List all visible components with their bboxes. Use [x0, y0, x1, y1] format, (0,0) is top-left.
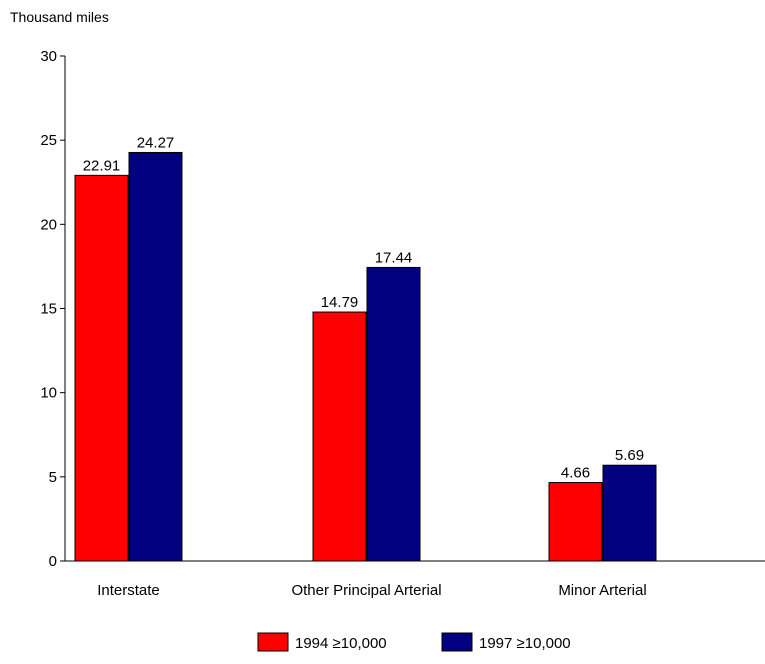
- y-tick-label: 0: [49, 553, 57, 570]
- axes: 0 5 10 15 20 25 30 Interstate Other Principal Ar…: [40, 48, 765, 599]
- legend-label-0: 1994 ≥10,000: [295, 635, 387, 652]
- bar-2-0: [548, 482, 603, 562]
- data-label-2-1: 5.69: [615, 447, 644, 464]
- data-labels: 22.91 24.27 14.79 17.44 4.66 5.69: [83, 134, 644, 481]
- data-label-1-1: 17.44: [375, 249, 413, 266]
- data-label-0-1: 24.27: [137, 134, 175, 151]
- y-tick-label: 5: [49, 469, 57, 486]
- category-label-1: Other Principal Arterial: [291, 582, 441, 599]
- bar-1-0: [312, 311, 367, 562]
- bar-1-1: [366, 266, 421, 562]
- category-label-2: Minor Arterial: [558, 582, 646, 599]
- legend-label-1: 1997 ≥10,000: [479, 635, 571, 652]
- legend-swatch-0: [257, 632, 289, 652]
- y-tick-label: 30: [40, 48, 57, 65]
- y-tick-label: 20: [40, 216, 57, 233]
- legend: 1994 ≥10,000 1997 ≥10,000: [257, 632, 571, 652]
- bar-0-0: [74, 174, 129, 562]
- category-label-0: Interstate: [97, 582, 160, 599]
- data-label-1-0: 14.79: [321, 294, 359, 311]
- data-label-0-0: 22.91: [83, 157, 121, 174]
- y-tick-label: 25: [40, 132, 57, 149]
- y-tick-label: 10: [40, 385, 57, 402]
- bars: [74, 151, 657, 562]
- bar-0-1: [128, 151, 183, 562]
- y-tick-label: 15: [40, 301, 57, 318]
- data-label-2-0: 4.66: [561, 465, 590, 482]
- legend-swatch-1: [441, 632, 473, 652]
- bar-2-1: [602, 464, 657, 562]
- y-axis-title: Thousand miles: [10, 9, 109, 25]
